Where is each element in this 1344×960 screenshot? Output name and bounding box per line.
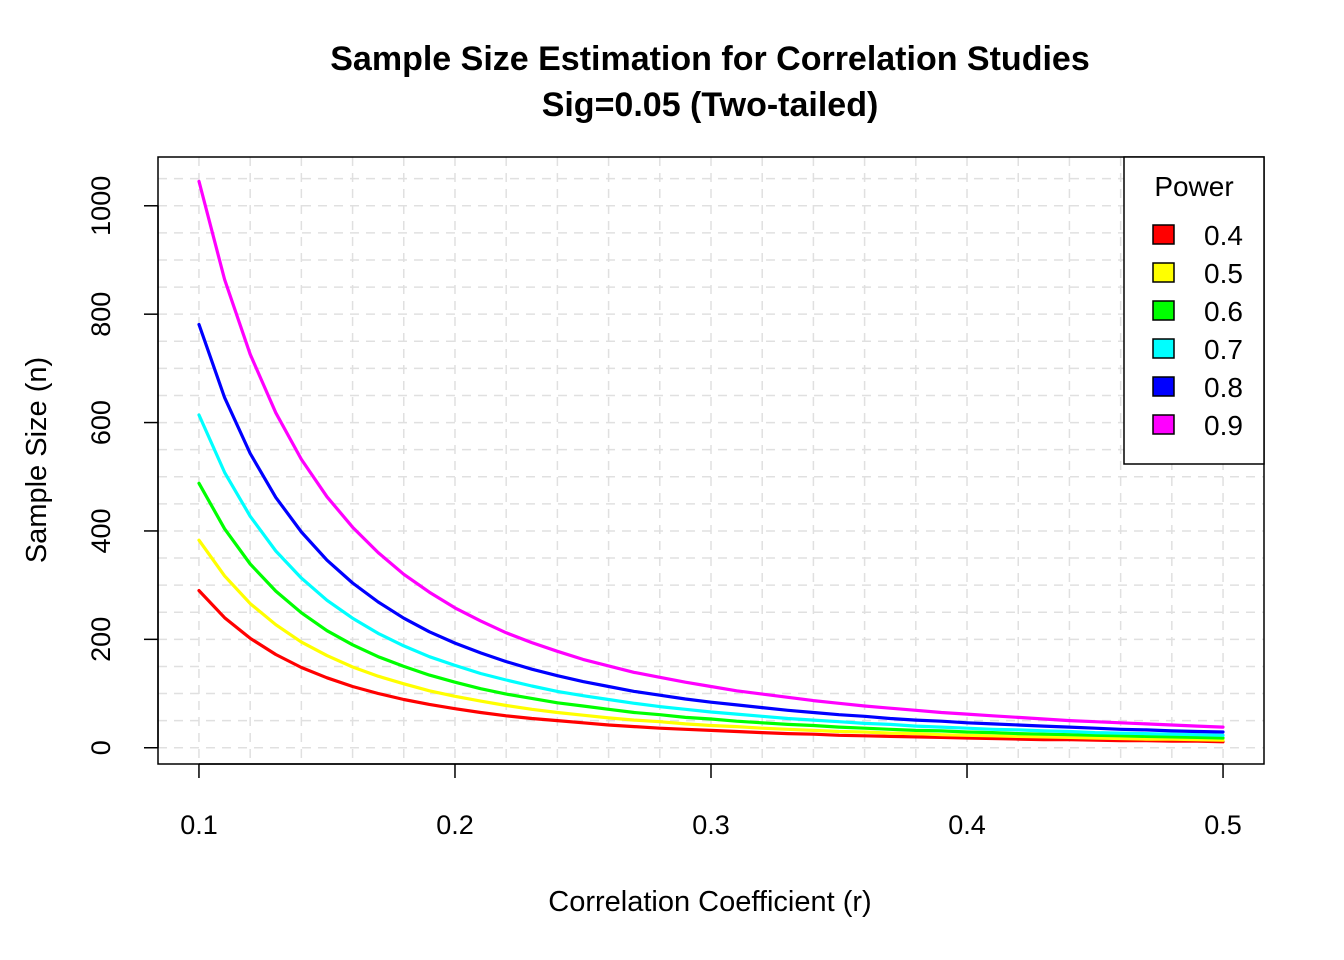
grid: [158, 157, 1264, 764]
legend-label-0.4: 0.4: [1204, 220, 1243, 251]
legend-label-0.6: 0.6: [1204, 296, 1243, 327]
y-tick-label: 0: [86, 740, 116, 755]
y-tick-label: 800: [86, 292, 116, 337]
legend-swatch-0.5: [1152, 262, 1175, 283]
x-axis-label: Correlation Coefficient (r): [548, 886, 871, 918]
x-axis: 0.1 0.2 0.3 0.4 0.5: [180, 763, 1242, 840]
legend-label-0.5: 0.5: [1204, 258, 1243, 289]
x-tick-label: 0.1: [180, 810, 218, 840]
chart-title: Sample Size Estimation for Correlation S…: [330, 40, 1090, 78]
series-line-0.7: [197, 413, 1225, 737]
x-tick-label: 0.2: [436, 810, 474, 840]
x-tick-label: 0.4: [948, 810, 986, 840]
legend-box: [1123, 156, 1265, 465]
chart-subtitle: Sig=0.05 (Two-tailed): [542, 86, 879, 124]
x-tick-label: 0.3: [692, 810, 730, 840]
legend-swatch-0.8: [1152, 376, 1175, 397]
legend: Power 0.4 0.5 0.6 0.7 0.8 0.9: [1123, 156, 1265, 465]
legend-swatch-0.6: [1152, 300, 1175, 321]
series-line-0.6: [197, 481, 1225, 740]
series-line-0.9: [197, 179, 1225, 729]
legend-label-0.8: 0.8: [1204, 372, 1243, 403]
legend-label-0.9: 0.9: [1204, 410, 1243, 441]
legend-label-0.7: 0.7: [1204, 334, 1243, 365]
legend-swatch-0.4: [1152, 224, 1175, 245]
legend-swatch-0.9: [1152, 414, 1175, 435]
series-line-0.4: [197, 588, 1225, 744]
y-tick-label: 200: [86, 617, 116, 662]
legend-swatch-0.7: [1152, 338, 1175, 359]
y-tick-label: 400: [86, 508, 116, 553]
x-tick-label: 0.5: [1204, 810, 1242, 840]
y-axis: 0 200 400 600 800 1000: [86, 176, 159, 755]
y-tick-label: 600: [86, 400, 116, 445]
series-line-0.5: [197, 538, 1225, 742]
series-line-0.8: [197, 322, 1225, 734]
legend-title: Power: [1154, 171, 1233, 202]
series-lines: [197, 179, 1225, 744]
y-axis-label: Sample Size (n): [21, 357, 53, 563]
y-tick-label: 1000: [86, 176, 116, 236]
